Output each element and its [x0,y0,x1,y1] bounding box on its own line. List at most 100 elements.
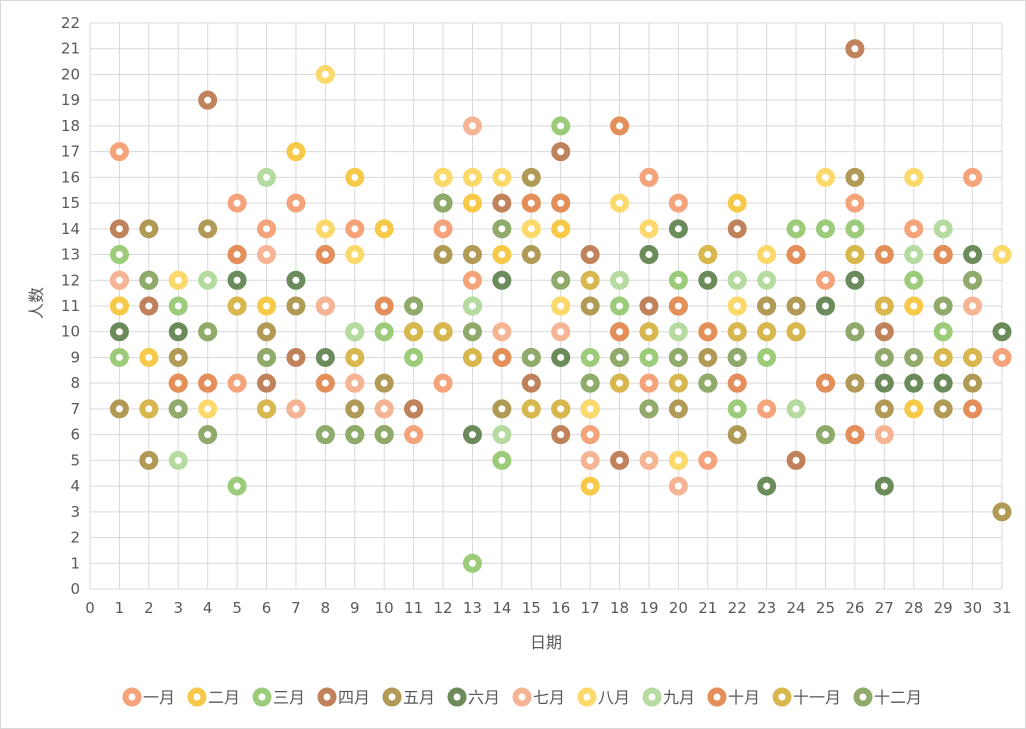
data-point [462,193,482,213]
data-point [786,450,806,470]
data-point [315,219,335,239]
x-tick-label: 21 [698,599,717,617]
data-point [815,296,835,316]
legend-marker [447,687,467,707]
x-tick-label: 1 [115,599,125,617]
data-point [462,245,482,265]
legend-item: 六月 [447,687,500,707]
data-point [757,347,777,367]
y-tick-label: 16 [61,168,80,186]
data-point [845,245,865,265]
data-point [257,245,277,265]
x-tick-label: 20 [669,599,688,617]
data-point [757,322,777,342]
y-tick-label: 0 [70,580,80,598]
data-point [257,322,277,342]
legend-marker [252,687,272,707]
data-point [551,270,571,290]
data-point [698,347,718,367]
x-tick-label: 6 [262,599,272,617]
data-point [815,373,835,393]
data-point [963,373,983,393]
y-tick-label: 9 [70,348,80,366]
data-point [521,399,541,419]
data-point [168,296,188,316]
data-point [698,322,718,342]
legend-label: 四月 [338,688,370,707]
data-point [257,219,277,239]
x-tick-label: 15 [522,599,541,617]
data-point [551,116,571,136]
data-point [727,373,747,393]
x-tick-label: 5 [232,599,242,617]
data-point [904,245,924,265]
data-point [345,399,365,419]
x-tick-label: 11 [404,599,423,617]
legend-item: 十二月 [853,687,922,707]
data-point [933,219,953,239]
series-3 [109,116,983,573]
data-point [904,296,924,316]
legend-item: 十月 [707,687,760,707]
data-point [492,193,512,213]
legend-marker [772,687,792,707]
data-point [904,373,924,393]
data-point [580,476,600,496]
data-point [580,450,600,470]
data-point [345,425,365,445]
data-point [404,322,424,342]
data-point [462,167,482,187]
data-point [580,425,600,445]
data-point [904,399,924,419]
data-point [286,142,306,162]
y-tick-label: 3 [70,503,80,521]
data-point [580,373,600,393]
x-tick-label: 14 [492,599,511,617]
data-point [580,245,600,265]
x-tick-label: 3 [173,599,183,617]
data-point [845,373,865,393]
x-tick-label: 10 [375,599,394,617]
data-point [257,167,277,187]
data-point [521,373,541,393]
data-point [933,373,953,393]
data-point [345,219,365,239]
data-point [551,142,571,162]
data-point [992,502,1012,522]
data-points [109,39,1012,573]
data-point [139,450,159,470]
data-point [757,245,777,265]
data-point [727,347,747,367]
data-point [109,219,129,239]
data-point [639,245,659,265]
legend-label: 八月 [598,688,630,707]
data-point [874,245,894,265]
data-point [963,296,983,316]
data-point [345,322,365,342]
data-point [286,296,306,316]
data-point [374,373,394,393]
data-point [139,399,159,419]
y-tick-label: 7 [70,400,80,418]
data-point [198,373,218,393]
data-point [374,425,394,445]
data-point [668,476,688,496]
legend-marker [122,687,142,707]
y-tick-label: 17 [61,143,80,161]
x-tick-label: 23 [757,599,776,617]
y-tick-label: 15 [61,194,80,212]
data-point [874,347,894,367]
data-point [462,347,482,367]
data-point [345,245,365,265]
x-tick-labels: 0 1 2 3 4 5 6 7 8 9 10 11 12 13 14 15 16 17 18 19 20 21 22 23 24… [85,599,1011,617]
data-point [757,476,777,496]
data-point [227,373,247,393]
y-tick-label: 20 [61,65,80,83]
data-point [492,425,512,445]
data-point [404,425,424,445]
data-point [580,296,600,316]
data-point [315,425,335,445]
data-point [521,347,541,367]
x-tick-label: 7 [291,599,301,617]
data-point [963,399,983,419]
